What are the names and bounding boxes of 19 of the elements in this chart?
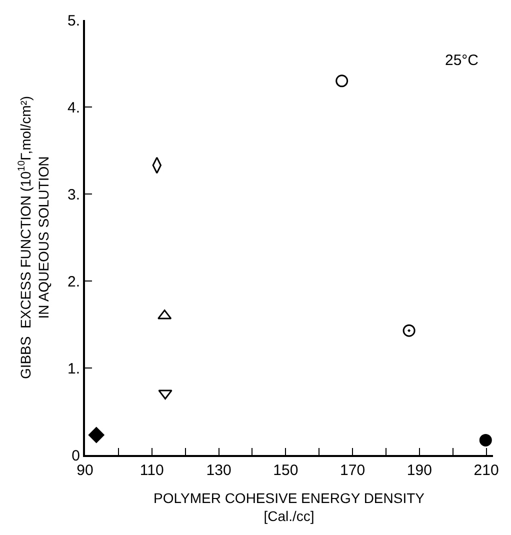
x-tick-label: 130 <box>206 462 232 479</box>
x-axis-title: POLYMER COHESIVE ENERGY DENSITY [Cal./cc] <box>154 490 426 524</box>
annotation: 25°C <box>445 52 479 69</box>
y-tick-label: 3. <box>67 186 80 204</box>
y-tick-label: 0 <box>72 447 80 464</box>
point <box>336 74 348 88</box>
y-tick-label: 2. <box>67 273 80 290</box>
y-tick-label: 4. <box>67 99 80 116</box>
y-tick-label: 1. <box>67 360 80 378</box>
point <box>402 324 416 337</box>
y-tick-label: 5. <box>67 12 80 30</box>
x-tick-label: 110 <box>140 462 164 479</box>
point <box>479 434 492 446</box>
x-tick-label: 90 <box>76 462 94 479</box>
x-tick-label: 190 <box>406 462 432 479</box>
x-tick-label: 170 <box>340 462 366 479</box>
x-tick-label: 210 <box>474 462 499 479</box>
point <box>88 427 104 443</box>
x-tick-label: 150 <box>273 462 298 479</box>
